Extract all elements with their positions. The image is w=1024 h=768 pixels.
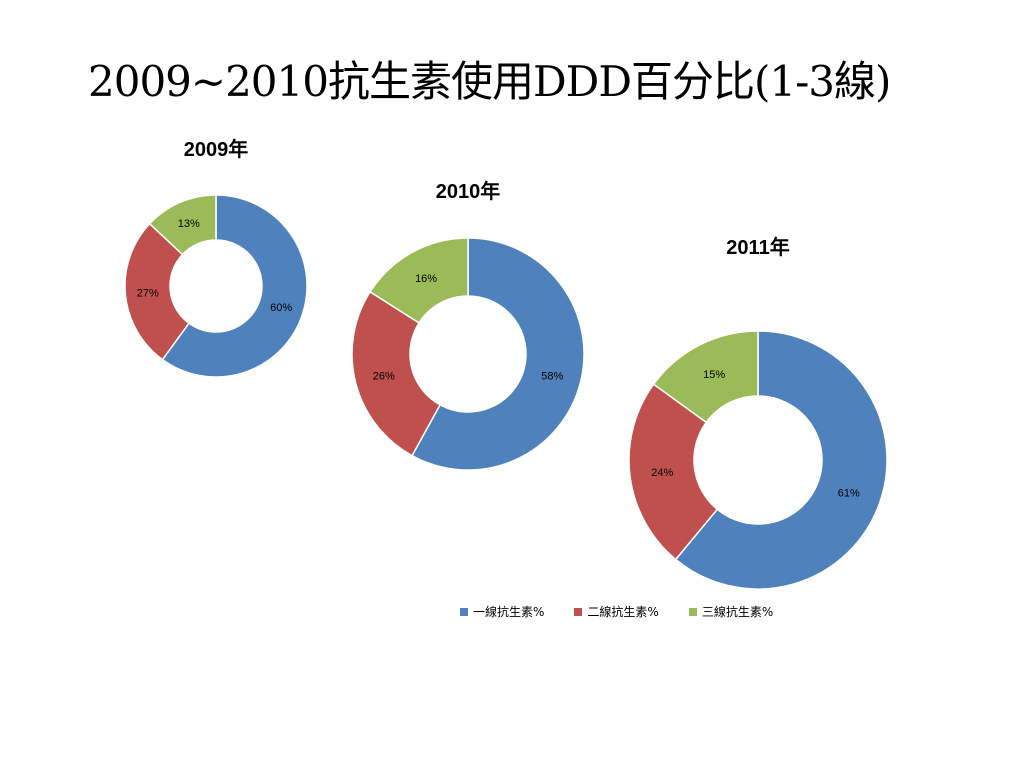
segment-2011-second-line [628,383,719,561]
legend-swatch-first-line [460,607,468,616]
segment-2009-second-line [124,222,191,361]
segment-2010-first-line [411,237,585,471]
chart-title-2009: 2009年 [183,139,249,161]
doughnut-2011: 61% 24% 15% [628,330,888,590]
legend-label-first-line: 一線抗生素% [473,605,545,619]
segment-2009-first-line [161,194,308,378]
doughnut-2009: 60% 27% 13% [124,194,308,378]
segment-2011-first-line [674,330,888,590]
slide-title: 2009~2010抗生素使用DDD百分比(1-3線) [88,57,891,106]
data-label-2009-third-line: 13% [178,218,200,230]
legend-swatch-third-line [688,607,697,616]
chart-title-2010: 2010年 [435,181,501,203]
data-label-2010-third-line: 16% [415,273,437,285]
legend: 一線抗生素% 二線抗生素% 三線抗生素% [460,603,773,620]
segment-2010-second-line [351,290,442,457]
segment-2009-third-line [148,194,217,256]
data-label-2011-third-line: 15% [703,369,725,381]
chart-title-2011: 2011年 [726,237,790,259]
legend-label-second-line: 二線抗生素% [587,605,659,619]
data-label-2009-second-line: 27% [137,287,159,299]
data-label-2011-first-line: 61% [838,488,860,500]
legend-swatch-second-line [574,607,583,616]
doughnut-2010: 58% 26% 16% [351,237,585,471]
legend-item-third-line: 三線抗生素% [688,603,774,620]
data-label-2011-second-line: 24% [651,467,673,479]
legend-item-first-line: 一線抗生素% [460,603,544,620]
data-label-2010-first-line: 58% [541,371,563,383]
legend-item-second-line: 二線抗生素% [574,603,659,620]
segment-2011-third-line [652,330,759,424]
legend-label-third-line: 三線抗生素% [701,605,774,619]
data-label-2009-first-line: 60% [270,302,292,314]
segment-2010-third-line [369,237,469,324]
data-label-2010-second-line: 26% [373,371,395,383]
